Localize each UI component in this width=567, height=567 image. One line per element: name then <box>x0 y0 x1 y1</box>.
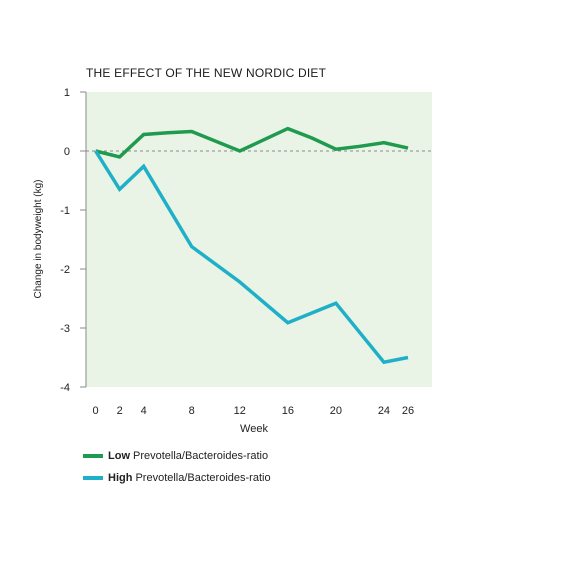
legend-label-high: Prevotella/Bacteroides-ratio <box>135 472 271 484</box>
y-axis-label: Change in bodyweight (kg) <box>33 180 44 299</box>
x-tick-label: 26 <box>402 405 414 417</box>
legend-label-low-bold: Low <box>108 450 130 462</box>
x-tick-label: 2 <box>117 405 123 417</box>
y-tick-label: -1 <box>60 205 70 217</box>
x-axis-label: Week <box>240 423 268 435</box>
y-tick-label: -2 <box>60 264 70 276</box>
x-tick-label: 8 <box>189 405 195 417</box>
legend-label-high-bold: High <box>108 472 133 484</box>
series-line-low <box>95 126 409 159</box>
y-tick-label: 0 <box>64 146 70 158</box>
x-tick-label: 24 <box>378 405 390 417</box>
legend-item-low: Low Prevotella/Bacteroides-ratio <box>83 450 268 462</box>
legend-swatch-low <box>83 454 103 458</box>
legend-item-high: High Prevotella/Bacteroides-ratio <box>83 472 271 484</box>
plot-background <box>86 92 432 387</box>
x-tick-label: 20 <box>330 405 342 417</box>
legend-swatch-high <box>83 476 103 480</box>
legend-label-low: Prevotella/Bacteroides-ratio <box>133 450 269 462</box>
x-tick-label: 0 <box>93 405 99 417</box>
chart-title: THE EFFECT OF THE NEW NORDIC DIET <box>86 66 327 80</box>
x-tick-label: 16 <box>282 405 294 417</box>
y-tick-label: 1 <box>64 87 70 99</box>
x-tick-label: 12 <box>234 405 246 417</box>
y-tick-label: -4 <box>60 382 70 394</box>
y-tick-label: -3 <box>60 323 70 335</box>
x-tick-label: 4 <box>141 405 147 417</box>
series-line-high <box>94 150 409 365</box>
